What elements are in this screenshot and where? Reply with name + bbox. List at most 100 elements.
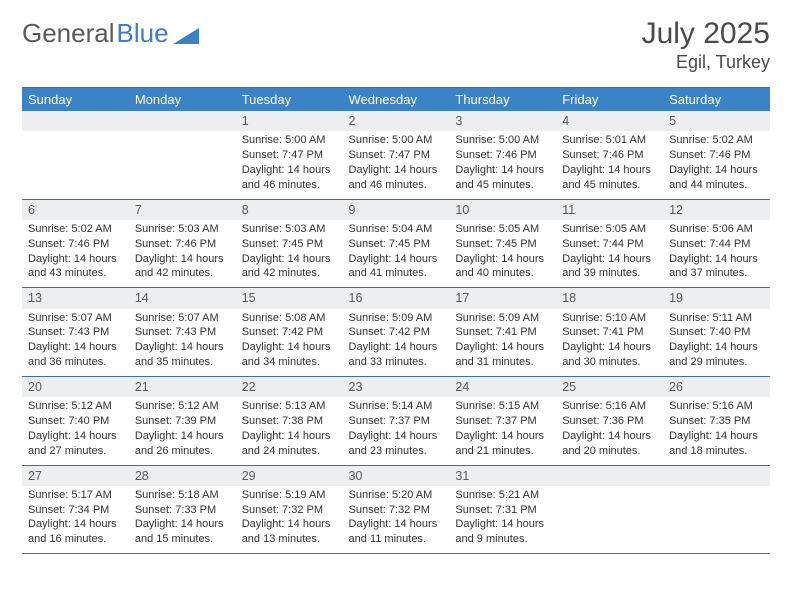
sunset-text: Sunset: 7:45 PM	[242, 237, 337, 252]
day-number-bar: 20	[22, 377, 129, 397]
day-body: Sunrise: 5:03 AMSunset: 7:45 PMDaylight:…	[236, 220, 343, 287]
calendar-day-cell	[22, 111, 129, 199]
day-body: Sunrise: 5:18 AMSunset: 7:33 PMDaylight:…	[129, 486, 236, 553]
day-body: Sunrise: 5:15 AMSunset: 7:37 PMDaylight:…	[449, 397, 556, 464]
day-number-bar: 22	[236, 377, 343, 397]
sunset-text: Sunset: 7:37 PM	[455, 414, 550, 429]
sunset-text: Sunset: 7:47 PM	[242, 148, 337, 163]
sunset-text: Sunset: 7:40 PM	[28, 414, 123, 429]
daylight-text: Daylight: 14 hours and 21 minutes.	[455, 429, 550, 459]
day-number-bar: 17	[449, 288, 556, 308]
day-body: Sunrise: 5:05 AMSunset: 7:45 PMDaylight:…	[449, 220, 556, 287]
daylight-text: Daylight: 14 hours and 39 minutes.	[562, 252, 657, 282]
daylight-text: Daylight: 14 hours and 42 minutes.	[242, 252, 337, 282]
day-body: Sunrise: 5:13 AMSunset: 7:38 PMDaylight:…	[236, 397, 343, 464]
sunrise-text: Sunrise: 5:00 AM	[455, 133, 550, 148]
calendar-day-cell: 13Sunrise: 5:07 AMSunset: 7:43 PMDayligh…	[22, 288, 129, 377]
day-number-bar: 11	[556, 200, 663, 220]
sunset-text: Sunset: 7:34 PM	[28, 503, 123, 518]
header: GeneralBlue July 2025 Egil, Turkey	[22, 18, 770, 73]
calendar-day-cell: 4Sunrise: 5:01 AMSunset: 7:46 PMDaylight…	[556, 111, 663, 199]
calendar-day-cell: 27Sunrise: 5:17 AMSunset: 7:34 PMDayligh…	[22, 465, 129, 554]
daylight-text: Daylight: 14 hours and 11 minutes.	[349, 517, 444, 547]
calendar-day-cell: 30Sunrise: 5:20 AMSunset: 7:32 PMDayligh…	[343, 465, 450, 554]
calendar-day-cell: 7Sunrise: 5:03 AMSunset: 7:46 PMDaylight…	[129, 199, 236, 288]
day-body: Sunrise: 5:02 AMSunset: 7:46 PMDaylight:…	[663, 131, 770, 198]
day-body: Sunrise: 5:10 AMSunset: 7:41 PMDaylight:…	[556, 309, 663, 376]
calendar-day-cell: 29Sunrise: 5:19 AMSunset: 7:32 PMDayligh…	[236, 465, 343, 554]
day-body: Sunrise: 5:16 AMSunset: 7:35 PMDaylight:…	[663, 397, 770, 464]
calendar-week-row: 20Sunrise: 5:12 AMSunset: 7:40 PMDayligh…	[22, 376, 770, 465]
calendar-week-row: 6Sunrise: 5:02 AMSunset: 7:46 PMDaylight…	[22, 199, 770, 288]
day-body: Sunrise: 5:20 AMSunset: 7:32 PMDaylight:…	[343, 486, 450, 553]
sunset-text: Sunset: 7:37 PM	[349, 414, 444, 429]
day-number-bar: 27	[22, 466, 129, 486]
sunrise-text: Sunrise: 5:09 AM	[455, 311, 550, 326]
calendar-day-cell: 11Sunrise: 5:05 AMSunset: 7:44 PMDayligh…	[556, 199, 663, 288]
calendar-day-cell: 21Sunrise: 5:12 AMSunset: 7:39 PMDayligh…	[129, 376, 236, 465]
daylight-text: Daylight: 14 hours and 45 minutes.	[562, 163, 657, 193]
sunset-text: Sunset: 7:41 PM	[562, 325, 657, 340]
weekday-header: Monday	[129, 88, 236, 111]
sunrise-text: Sunrise: 5:02 AM	[669, 133, 764, 148]
weekday-header: Tuesday	[236, 88, 343, 111]
day-number-bar: 5	[663, 111, 770, 131]
day-number-bar	[22, 111, 129, 131]
brand-word-1: General	[22, 18, 115, 49]
day-body: Sunrise: 5:12 AMSunset: 7:39 PMDaylight:…	[129, 397, 236, 464]
daylight-text: Daylight: 14 hours and 43 minutes.	[28, 252, 123, 282]
day-number-bar: 18	[556, 288, 663, 308]
day-number-bar: 3	[449, 111, 556, 131]
sunrise-text: Sunrise: 5:02 AM	[28, 222, 123, 237]
sunrise-text: Sunrise: 5:14 AM	[349, 399, 444, 414]
sunset-text: Sunset: 7:45 PM	[455, 237, 550, 252]
sunrise-text: Sunrise: 5:08 AM	[242, 311, 337, 326]
daylight-text: Daylight: 14 hours and 26 minutes.	[135, 429, 230, 459]
calendar-day-cell: 8Sunrise: 5:03 AMSunset: 7:45 PMDaylight…	[236, 199, 343, 288]
sunrise-text: Sunrise: 5:21 AM	[455, 488, 550, 503]
daylight-text: Daylight: 14 hours and 18 minutes.	[669, 429, 764, 459]
day-number-bar: 31	[449, 466, 556, 486]
day-body	[22, 131, 129, 193]
calendar-day-cell: 15Sunrise: 5:08 AMSunset: 7:42 PMDayligh…	[236, 288, 343, 377]
calendar-day-cell: 23Sunrise: 5:14 AMSunset: 7:37 PMDayligh…	[343, 376, 450, 465]
sunrise-text: Sunrise: 5:06 AM	[669, 222, 764, 237]
sunrise-text: Sunrise: 5:04 AM	[349, 222, 444, 237]
day-number-bar	[129, 111, 236, 131]
day-body: Sunrise: 5:11 AMSunset: 7:40 PMDaylight:…	[663, 309, 770, 376]
day-body: Sunrise: 5:05 AMSunset: 7:44 PMDaylight:…	[556, 220, 663, 287]
sunset-text: Sunset: 7:32 PM	[349, 503, 444, 518]
calendar-day-cell: 26Sunrise: 5:16 AMSunset: 7:35 PMDayligh…	[663, 376, 770, 465]
daylight-text: Daylight: 14 hours and 46 minutes.	[242, 163, 337, 193]
day-number-bar: 29	[236, 466, 343, 486]
day-number-bar: 7	[129, 200, 236, 220]
day-body: Sunrise: 5:01 AMSunset: 7:46 PMDaylight:…	[556, 131, 663, 198]
calendar-day-cell: 25Sunrise: 5:16 AMSunset: 7:36 PMDayligh…	[556, 376, 663, 465]
day-number-bar: 6	[22, 200, 129, 220]
sunrise-text: Sunrise: 5:19 AM	[242, 488, 337, 503]
day-body: Sunrise: 5:12 AMSunset: 7:40 PMDaylight:…	[22, 397, 129, 464]
daylight-text: Daylight: 14 hours and 30 minutes.	[562, 340, 657, 370]
sunrise-text: Sunrise: 5:12 AM	[135, 399, 230, 414]
title-block: July 2025 Egil, Turkey	[642, 18, 770, 73]
calendar-day-cell: 28Sunrise: 5:18 AMSunset: 7:33 PMDayligh…	[129, 465, 236, 554]
daylight-text: Daylight: 14 hours and 35 minutes.	[135, 340, 230, 370]
calendar-day-cell: 9Sunrise: 5:04 AMSunset: 7:45 PMDaylight…	[343, 199, 450, 288]
day-number-bar: 12	[663, 200, 770, 220]
daylight-text: Daylight: 14 hours and 31 minutes.	[455, 340, 550, 370]
daylight-text: Daylight: 14 hours and 36 minutes.	[28, 340, 123, 370]
sunrise-text: Sunrise: 5:03 AM	[242, 222, 337, 237]
sunrise-text: Sunrise: 5:13 AM	[242, 399, 337, 414]
day-body: Sunrise: 5:03 AMSunset: 7:46 PMDaylight:…	[129, 220, 236, 287]
daylight-text: Daylight: 14 hours and 44 minutes.	[669, 163, 764, 193]
sunset-text: Sunset: 7:45 PM	[349, 237, 444, 252]
daylight-text: Daylight: 14 hours and 40 minutes.	[455, 252, 550, 282]
calendar-day-cell: 19Sunrise: 5:11 AMSunset: 7:40 PMDayligh…	[663, 288, 770, 377]
sunset-text: Sunset: 7:38 PM	[242, 414, 337, 429]
calendar-day-cell: 3Sunrise: 5:00 AMSunset: 7:46 PMDaylight…	[449, 111, 556, 199]
calendar-body: 1Sunrise: 5:00 AMSunset: 7:47 PMDaylight…	[22, 111, 770, 554]
sunrise-text: Sunrise: 5:03 AM	[135, 222, 230, 237]
day-number-bar: 26	[663, 377, 770, 397]
sunset-text: Sunset: 7:42 PM	[349, 325, 444, 340]
daylight-text: Daylight: 14 hours and 24 minutes.	[242, 429, 337, 459]
